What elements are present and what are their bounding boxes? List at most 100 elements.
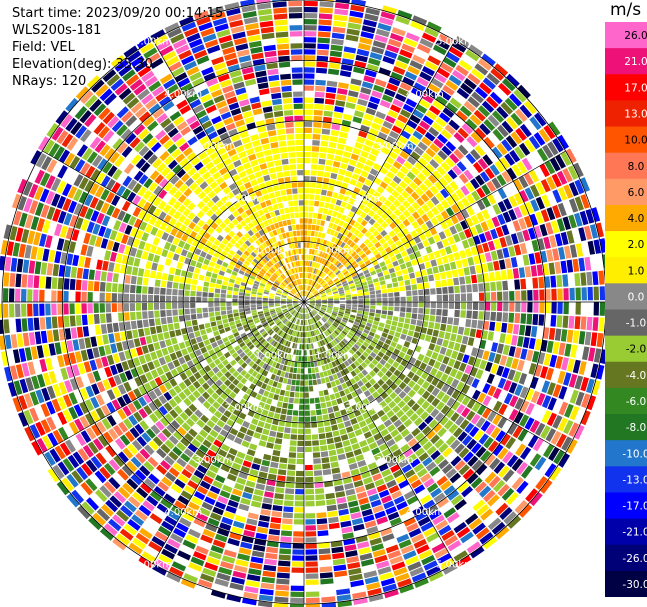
velocity-gate [159, 134, 170, 145]
velocity-gate [95, 84, 109, 97]
velocity-gate [346, 224, 353, 231]
velocity-gate [133, 338, 141, 348]
velocity-gate [382, 405, 391, 414]
velocity-gate [138, 128, 150, 140]
velocity-gate [173, 116, 185, 127]
velocity-gate [206, 200, 215, 208]
velocity-gate [377, 566, 392, 575]
velocity-gate [465, 181, 475, 193]
velocity-gate [309, 188, 316, 194]
velocity-gate [46, 416, 57, 431]
velocity-gate [143, 178, 153, 189]
velocity-gate [460, 285, 466, 293]
velocity-gate [261, 459, 271, 467]
velocity-gate [175, 416, 185, 426]
velocity-gate [315, 488, 325, 494]
velocity-gate [260, 396, 268, 403]
velocity-gate [174, 268, 182, 276]
velocity-gate [292, 300, 298, 302]
velocity-gate [267, 328, 273, 334]
velocity-gate [66, 366, 75, 379]
velocity-gate [312, 212, 318, 219]
velocity-gate [418, 436, 429, 447]
velocity-gate [397, 9, 413, 20]
velocity-gate [326, 86, 337, 93]
velocity-gate [278, 337, 283, 344]
velocity-gate [349, 241, 356, 248]
velocity-gate [426, 394, 436, 404]
velocity-gate [192, 380, 201, 389]
velocity-gate [164, 455, 175, 466]
velocity-gate [268, 245, 274, 252]
velocity-gate [17, 178, 28, 194]
velocity-gate [57, 303, 63, 315]
velocity-gate [242, 263, 249, 269]
velocity-gate [308, 267, 312, 273]
velocity-gate [178, 214, 187, 223]
velocity-gate [170, 505, 184, 516]
velocity-gate [270, 517, 282, 524]
velocity-gate [311, 367, 316, 374]
velocity-gate [292, 373, 297, 380]
velocity-gate [245, 287, 252, 291]
velocity-gate [363, 514, 375, 523]
velocity-gate [341, 319, 348, 324]
velocity-gate [309, 299, 315, 301]
velocity-gate [60, 367, 69, 381]
velocity-gate [376, 293, 382, 298]
velocity-gate [311, 164, 318, 170]
velocity-gate [316, 182, 322, 189]
velocity-gate [246, 350, 253, 357]
velocity-gate [273, 317, 279, 322]
velocity-gate [304, 212, 309, 218]
velocity-gate [120, 264, 127, 274]
velocity-gate [321, 346, 326, 352]
velocity-gate [379, 261, 386, 268]
velocity-gate [285, 312, 290, 317]
velocity-gate [342, 113, 353, 121]
velocity-gate [394, 60, 408, 70]
velocity-gate [411, 220, 420, 229]
velocity-gate [57, 165, 68, 179]
velocity-gate [36, 438, 48, 453]
velocity-gate [84, 194, 94, 207]
velocity-gate [539, 479, 553, 494]
velocity-gate [562, 274, 569, 287]
velocity-gate [96, 421, 107, 434]
velocity-gate [541, 410, 552, 424]
velocity-gate [208, 235, 216, 243]
velocity-gate [240, 314, 246, 319]
velocity-gate [297, 306, 301, 312]
velocity-gate [142, 277, 149, 286]
velocity-gate [514, 397, 524, 410]
velocity-gate [434, 454, 445, 465]
velocity-gate [75, 279, 82, 291]
velocity-gate [40, 419, 52, 434]
velocity-gate [150, 424, 161, 435]
velocity-gate [231, 462, 242, 471]
velocity-gate [456, 381, 465, 392]
velocity-gate [331, 243, 337, 250]
velocity-gate [308, 293, 312, 298]
velocity-gate [421, 32, 437, 43]
velocity-gate [394, 119, 406, 129]
velocity-gate [305, 597, 320, 604]
velocity-gate [318, 427, 325, 434]
velocity-gate [105, 445, 117, 458]
velocity-gate [75, 303, 81, 314]
velocity-gate [436, 390, 446, 400]
velocity-gate [262, 276, 269, 281]
velocity-gate [304, 49, 316, 55]
velocity-gate [220, 298, 226, 302]
velocity-gate [52, 429, 64, 444]
velocity-gate [123, 381, 132, 393]
velocity-gate [527, 302, 533, 313]
velocity-gate [151, 85, 165, 97]
velocity-gate [179, 411, 189, 421]
velocity-gate [42, 344, 50, 358]
velocity-gate [99, 281, 106, 292]
velocity-gate [348, 319, 354, 324]
velocity-gate [436, 257, 443, 266]
velocity-gate [446, 324, 453, 333]
velocity-gate [391, 320, 398, 327]
